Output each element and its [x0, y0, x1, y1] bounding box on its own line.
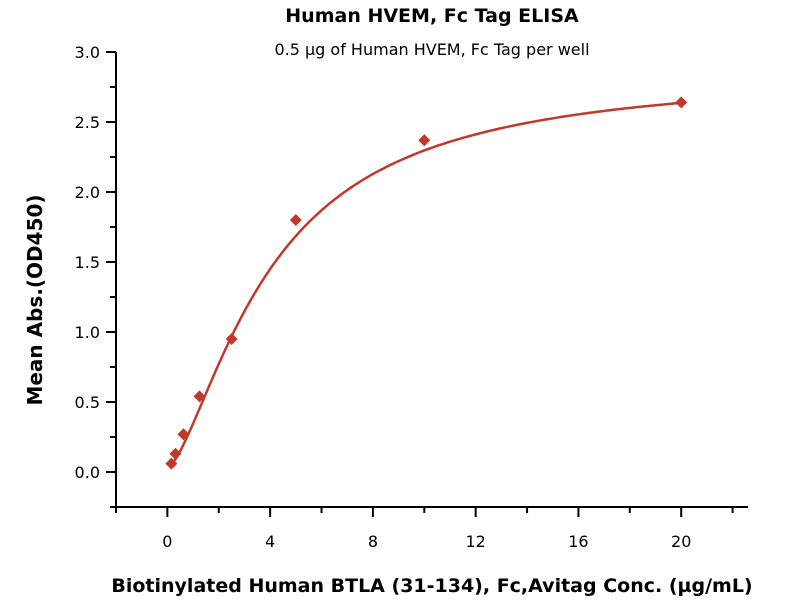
data-point	[193, 390, 206, 403]
data-point	[225, 333, 238, 345]
x-axis-label: Biotinylated Human BTLA (31-134), Fc,Avi…	[111, 575, 752, 597]
y-tick-label: 0.5	[75, 393, 100, 412]
y-tick-label: 1.5	[75, 253, 100, 272]
chart-title: Human HVEM, Fc Tag ELISA	[285, 5, 579, 27]
data-point	[289, 214, 302, 226]
y-tick-label: 1.0	[75, 323, 100, 342]
y-tick-label: 2.0	[75, 183, 100, 202]
x-tick-label: 12	[465, 532, 485, 551]
y-tick-label: 3.0	[75, 43, 100, 62]
y-tick-label: 0.0	[75, 463, 100, 482]
y-axis-label: Mean Abs.(OD450)	[23, 194, 47, 405]
x-tick-label: 0	[162, 532, 172, 551]
x-tick-label: 8	[368, 532, 378, 551]
fit-curve	[170, 101, 682, 466]
data-point	[418, 134, 431, 147]
y-tick-label: 2.5	[75, 113, 100, 132]
x-tick-label: 16	[568, 532, 588, 551]
chart-subtitle: 0.5 µg of Human HVEM, Fc Tag per well	[274, 40, 589, 59]
data-point	[165, 457, 178, 470]
data-point	[169, 447, 182, 460]
data-point	[177, 428, 190, 441]
data-point	[675, 96, 688, 109]
x-tick-label: 20	[671, 532, 691, 551]
x-tick-label: 4	[265, 532, 275, 551]
